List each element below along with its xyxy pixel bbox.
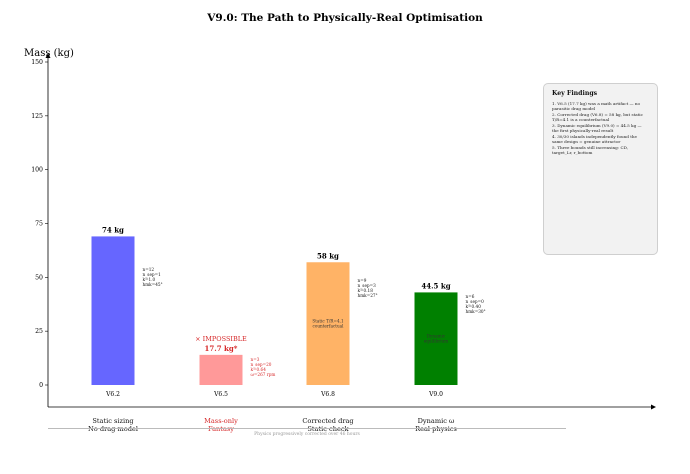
x-tick-label: V6.5 [213, 391, 228, 398]
key-findings-list: 1. V6.5 (17.7 kg) was a math artifact — … [552, 101, 649, 155]
bottom-label-line: No drag model [88, 425, 138, 433]
y-tick-label: 25 [35, 328, 43, 335]
side-note: n=9 n_sep=3 k=0.18 hmk=27° [357, 278, 378, 298]
y-tick-label: 125 [31, 113, 43, 120]
bars: V6.2 74 kg V6.5 17.7 kg*× IMPOSSIBLE V6.8 58 … [91, 225, 458, 398]
x-tick-label: V6.2 [105, 391, 120, 398]
x-tick-label: V6.8 [320, 391, 335, 398]
bottom-label-line: Corrected drag [302, 417, 354, 425]
side-note: n=12 n_sep=1 k=1.0 hmk=45° [142, 267, 163, 287]
y-tick-label: 50 [35, 274, 43, 281]
x-tick-label: V9.0 [428, 391, 443, 398]
key-finding-item: 4. 30/30 islands independently found the… [552, 134, 637, 144]
footer-note: Physics progressively corrected over 46 … [254, 432, 360, 437]
footer-divider [48, 428, 566, 429]
axes [45, 53, 656, 410]
bar-value-label: 17.7 kg* [205, 344, 238, 353]
bar-value-label: 44.5 kg [421, 281, 450, 290]
bottom-label: Corrected drag Static check [278, 417, 378, 433]
y-ticks: 0 25 50 75 100 125 150 [31, 59, 48, 389]
bottom-label-line: Static check [307, 425, 349, 433]
y-tick-label: 100 [31, 167, 43, 174]
bottom-label: Dynamic ω Real physics [386, 417, 486, 433]
key-finding-item: 5. Three bounds still increasing: CD, ta… [552, 145, 629, 155]
impossible-label: × IMPOSSIBLE [195, 335, 247, 343]
y-axis-label: Mass (kg) [24, 48, 74, 59]
y-axis-arrow [45, 53, 51, 58]
bar-inner-text: equilibrium [424, 339, 449, 344]
bar-v6-5 [199, 354, 243, 385]
bar-value-label: 74 kg [102, 225, 124, 234]
side-note: n=3 n_sep=20 k=0.64 ω=267 rpm [250, 357, 276, 377]
bottom-label-line: Static sizing [92, 417, 134, 425]
bar-v6-2 [91, 236, 135, 385]
bottom-label-line: Fantasy [208, 425, 234, 433]
bar-v9-0 [414, 292, 458, 385]
key-findings-title: Key Findings [552, 90, 598, 97]
bar-inner-text: Static T/R=4.1 [312, 319, 344, 324]
chart-title: V9.0: The Path to Physically-Real Optimi… [206, 12, 483, 24]
bar-inner-text: Dynamic [427, 334, 446, 339]
bottom-label: Static sizing No drag model [63, 417, 163, 433]
x-axis-arrow [651, 404, 656, 410]
bar-inner-text: counterfactual [312, 324, 344, 329]
y-tick-label: 0 [39, 382, 43, 389]
bottom-label: Mass-only Fantasy [171, 417, 271, 433]
side-note: n=6 n_sep=0 k=0.40 hmk=30° [465, 294, 486, 314]
key-finding-item: 2. Corrected drag (V6.8) = 58 kg, but st… [552, 112, 643, 122]
y-tick-label: 75 [35, 221, 43, 228]
bar-v6-8 [306, 262, 350, 385]
y-tick-label: 150 [31, 59, 43, 66]
key-finding-item: 1. V6.5 (17.7 kg) was a math artifact — … [552, 101, 641, 111]
bottom-label-line: Mass-only [204, 417, 238, 425]
bar-value-label: 58 kg [317, 251, 339, 260]
key-finding-item: 3. Dynamic equilibrium (V9.0) = 44.5 kg … [552, 123, 642, 133]
key-findings-box: Key Findings 1. V6.5 (17.7 kg) was a mat… [543, 83, 658, 255]
bottom-label-line: Real physics [415, 425, 457, 433]
bottom-label-line: Dynamic ω [417, 417, 455, 425]
